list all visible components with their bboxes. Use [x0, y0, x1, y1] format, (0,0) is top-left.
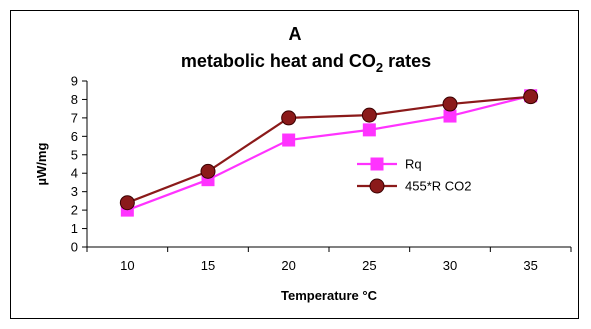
series-co2 — [119, 89, 539, 211]
chart-title: A — [289, 24, 302, 44]
y-ticks: 0 1 2 3 4 5 6 7 8 9 — [71, 74, 87, 255]
data-point — [523, 89, 539, 105]
y-tick-label: 5 — [71, 147, 78, 162]
y-tick-label: 3 — [71, 184, 78, 199]
y-tick-label: 8 — [71, 92, 78, 107]
axes — [86, 81, 571, 248]
x-tick-label: 25 — [362, 258, 376, 273]
y-tick-label: 9 — [71, 74, 78, 89]
y-tick-label: 6 — [71, 129, 78, 144]
x-axis-title: Temperature °C — [281, 288, 378, 303]
y-tick-label: 2 — [71, 203, 78, 218]
chart-frame — [10, 10, 579, 319]
legend-marker — [369, 178, 385, 194]
series-layer — [119, 89, 539, 217]
y-tick-label: 1 — [71, 221, 78, 236]
data-point — [281, 110, 297, 126]
data-point — [443, 109, 457, 123]
legend: Rq 455*R CO2 — [357, 157, 471, 194]
x-tick-label: 35 — [523, 258, 537, 273]
data-point — [361, 107, 377, 123]
data-point — [119, 195, 135, 211]
data-point — [200, 163, 216, 179]
legend-marker — [370, 157, 384, 171]
y-tick-label: 0 — [71, 240, 78, 255]
data-point — [442, 96, 458, 112]
legend-item: Rq — [357, 157, 422, 172]
x-ticks: 10 15 20 25 30 35 — [86, 247, 572, 273]
legend-item: 455*R CO2 — [357, 178, 471, 194]
x-tick-label: 20 — [281, 258, 295, 273]
y-tick-label: 7 — [71, 110, 78, 125]
y-axis-title: µW/mg — [34, 143, 49, 186]
x-tick-label: 15 — [201, 258, 215, 273]
x-tick-label: 10 — [120, 258, 134, 273]
series-line — [126, 94, 531, 212]
y-tick-label: 4 — [71, 166, 78, 181]
legend-label: 455*R CO2 — [405, 179, 471, 194]
chart-subtitle: metabolic heat and CO2 rates — [181, 51, 431, 75]
series-rq — [120, 89, 538, 217]
series-line — [126, 95, 531, 204]
data-point — [362, 123, 376, 137]
data-point — [282, 133, 296, 147]
x-tick-label: 30 — [443, 258, 457, 273]
legend-label: Rq — [405, 157, 422, 172]
